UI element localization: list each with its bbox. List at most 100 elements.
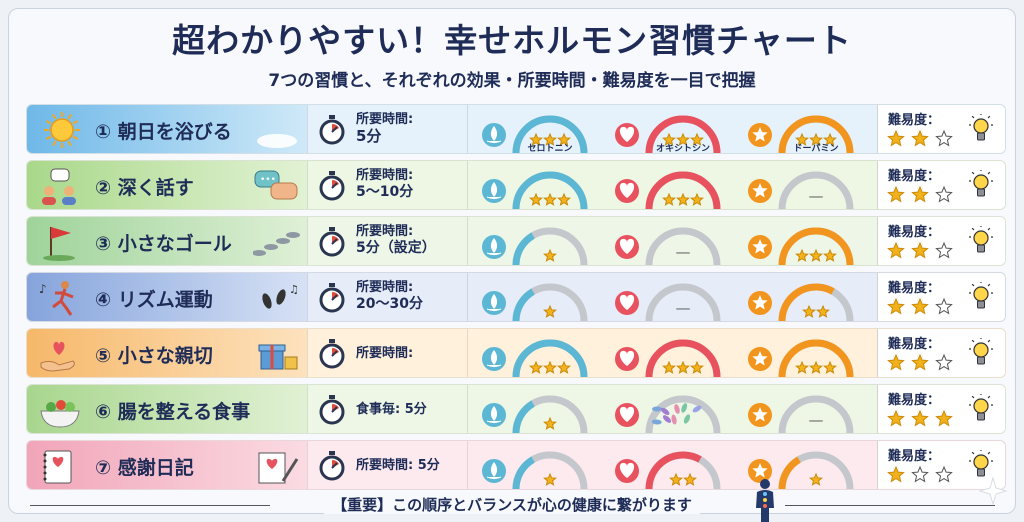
serotonin-star-filled (529, 192, 543, 206)
lightbulb-icon (969, 282, 993, 309)
oxytocin-gauge-fill (645, 115, 721, 153)
serotonin-gauge (482, 171, 588, 209)
difficulty-star-filled (887, 129, 905, 147)
gut-bacteria-icon (651, 403, 702, 425)
difficulty-stars (887, 409, 953, 427)
difficulty-stars (887, 297, 953, 315)
habit-decoration: ♫ (262, 283, 299, 309)
habit-name-cell: ① 朝日を浴びる (27, 105, 307, 153)
dopamine-gauge-fill (778, 283, 835, 321)
journal-icon (43, 450, 72, 484)
difficulty-cell: 難易度： (877, 161, 1005, 209)
hormone-gauges-cell: セロトニン オキシトシン ドーパミン (467, 105, 877, 153)
footer-line-left (30, 505, 270, 506)
heart-hand-icon (40, 341, 75, 372)
time-label: 所要時間: (356, 168, 414, 183)
difficulty-star-empty (935, 353, 953, 371)
serotonin-star-filled (557, 132, 571, 146)
time-cell: 所要時間: 20〜30分 (307, 273, 467, 321)
serotonin-gauge (482, 339, 588, 377)
chart-subtitle: 7つの習慣と、それぞれの効果・所要時間・難易度を一目で把握 (268, 71, 756, 91)
difficulty-star-empty (911, 465, 929, 483)
footer-line-right (785, 505, 995, 506)
serotonin-label: セロトニン (527, 143, 572, 153)
time-text: 所要時間: 5〜10分 (356, 167, 464, 201)
serotonin-star-filled (543, 304, 557, 318)
difficulty-cell: 難易度： (877, 273, 1005, 321)
habit-name-cell: ③ 小さなゴール (27, 217, 307, 265)
oxytocin-gauge (615, 395, 721, 433)
time-value: 5分（設定） (356, 240, 436, 256)
water-drop-icon (486, 237, 502, 256)
difficulty-label: 難易度： (888, 281, 941, 296)
difficulty-star-filled (887, 353, 905, 371)
oxytocin-gauge-fill (645, 451, 702, 489)
habit-row: ⑦ 感謝日記 所要時間: 5分 難易度： (26, 440, 1006, 490)
difficulty-star-filled (887, 409, 905, 427)
time-text: 所要時間: 5分 (356, 111, 464, 145)
lightbulb-icon (969, 394, 993, 421)
serotonin-gauge-fill (512, 171, 588, 209)
habit-icon (40, 400, 80, 428)
people-talking-icon (42, 168, 76, 205)
water-drop-icon (486, 349, 502, 368)
dopamine-star-filled (795, 132, 809, 146)
dopamine-gauge: ドーパミン (748, 115, 854, 153)
oxytocin-label: オキシトシン (656, 143, 710, 153)
hormone-gauges-cell: — (467, 273, 877, 321)
serotonin-gauge (482, 451, 588, 489)
dopamine-gauge-fill (778, 227, 854, 265)
difficulty-star-empty (935, 129, 953, 147)
dopamine-gauge (748, 227, 854, 265)
time-text: 所要時間: 20〜30分 (356, 279, 464, 313)
habit-row: ⑤ 小さな親切 所要時間: 難易度： (26, 328, 1006, 378)
oxytocin-star-filled (662, 192, 676, 206)
difficulty-star-filled (887, 241, 905, 259)
difficulty-star-filled (887, 297, 905, 315)
dopamine-gauge (748, 451, 854, 489)
stepping-stones-icon (253, 232, 300, 256)
difficulty-cell: 難易度： (877, 105, 1005, 153)
dopamine-gauge-track (778, 171, 854, 209)
difficulty-label: 難易度： (888, 449, 941, 464)
water-drop-icon (486, 125, 502, 144)
serotonin-gauge (482, 395, 588, 433)
stopwatch-icon (319, 171, 345, 201)
sun-icon (44, 112, 80, 148)
oxytocin-no-effect-mark: — (676, 243, 691, 261)
sparkle-icon (752, 463, 768, 478)
time-value: 5分 (356, 127, 382, 145)
habit-icon (40, 341, 75, 372)
lightbulb-icon (969, 114, 993, 141)
difficulty-star-empty (935, 465, 953, 483)
human-chakra-icon (756, 479, 774, 522)
hormone-gauges-cell: — (467, 385, 877, 433)
heart-icon (619, 406, 635, 422)
habit-decoration (258, 452, 299, 484)
dopamine-gauge-track (778, 395, 854, 433)
habit-decoration (253, 232, 300, 256)
time-text: 所要時間: 5分（設定） (356, 223, 464, 257)
salad-bowl-icon (40, 400, 80, 428)
heart-icon (619, 126, 635, 142)
lightbulb-icon (969, 338, 993, 365)
cloud-icon (257, 134, 297, 148)
time-cell: 所要時間: 5分 (307, 441, 467, 489)
sparkle-icon (752, 295, 768, 310)
oxytocin-gauge (615, 171, 721, 209)
habit-icon (42, 168, 76, 205)
letter-heart-icon (258, 452, 299, 484)
dopamine-star-filled (809, 472, 823, 486)
difficulty-stars (887, 185, 953, 203)
habit-decoration (253, 391, 301, 429)
habit-row: ① 朝日を浴びる 所要時間: 5分セロトニン オキシトシン ドーパミン 難易度： (26, 104, 1006, 154)
dopamine-star-filled (795, 248, 809, 262)
dopamine-star-filled (795, 360, 809, 374)
stopwatch-icon (319, 339, 345, 369)
dopamine-star-filled (802, 304, 816, 318)
serotonin-star-filled (543, 416, 557, 430)
time-cell: 所要時間: 5分 (307, 105, 467, 153)
serotonin-star-filled (543, 132, 557, 146)
sparkle-icon (752, 351, 768, 366)
difficulty-label: 難易度： (888, 337, 941, 352)
